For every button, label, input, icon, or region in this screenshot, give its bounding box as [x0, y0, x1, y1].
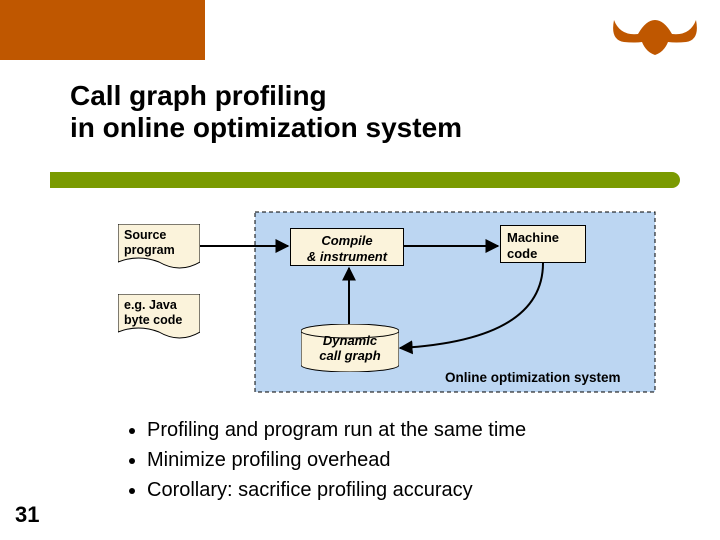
- title-line1: Call graph profiling: [70, 80, 327, 111]
- dcg-l2: call graph: [319, 348, 380, 363]
- source-l2: program: [124, 243, 175, 257]
- compile-l1: Compile: [321, 233, 372, 248]
- machine-code-box: Machine code: [500, 225, 586, 263]
- dynamic-call-graph-cylinder: Dynamic call graph: [301, 324, 399, 372]
- system-diagram: Source program e.g. Java byte code Compi…: [100, 210, 660, 400]
- machine-l2: code: [507, 246, 537, 261]
- longhorn-logo: [610, 10, 700, 63]
- compile-l2: & instrument: [307, 249, 387, 264]
- bullet-item: Minimize profiling overhead: [147, 445, 526, 475]
- slide-number: 31: [15, 502, 39, 528]
- bullet-item: Profiling and program run at the same ti…: [147, 415, 526, 445]
- system-label: Online optimization system: [445, 370, 621, 385]
- top-brand-bar: [0, 0, 205, 60]
- compile-box: Compile & instrument: [290, 228, 404, 266]
- source-l1: Source: [124, 228, 166, 242]
- slide-title: Call graph profiling in online optimizat…: [70, 80, 462, 144]
- note-l1: e.g. Java: [124, 298, 177, 312]
- note-l2: byte code: [124, 313, 182, 327]
- title-underline: [50, 172, 680, 188]
- machine-l1: Machine: [507, 230, 559, 245]
- bullet-list: Profiling and program run at the same ti…: [125, 415, 526, 505]
- bullet-item: Corollary: sacrifice profiling accuracy: [147, 475, 526, 505]
- title-line2: in online optimization system: [70, 112, 462, 143]
- source-note-doc: e.g. Java byte code: [118, 294, 200, 340]
- source-program-doc: Source program: [118, 224, 200, 270]
- dcg-l1: Dynamic: [323, 333, 377, 348]
